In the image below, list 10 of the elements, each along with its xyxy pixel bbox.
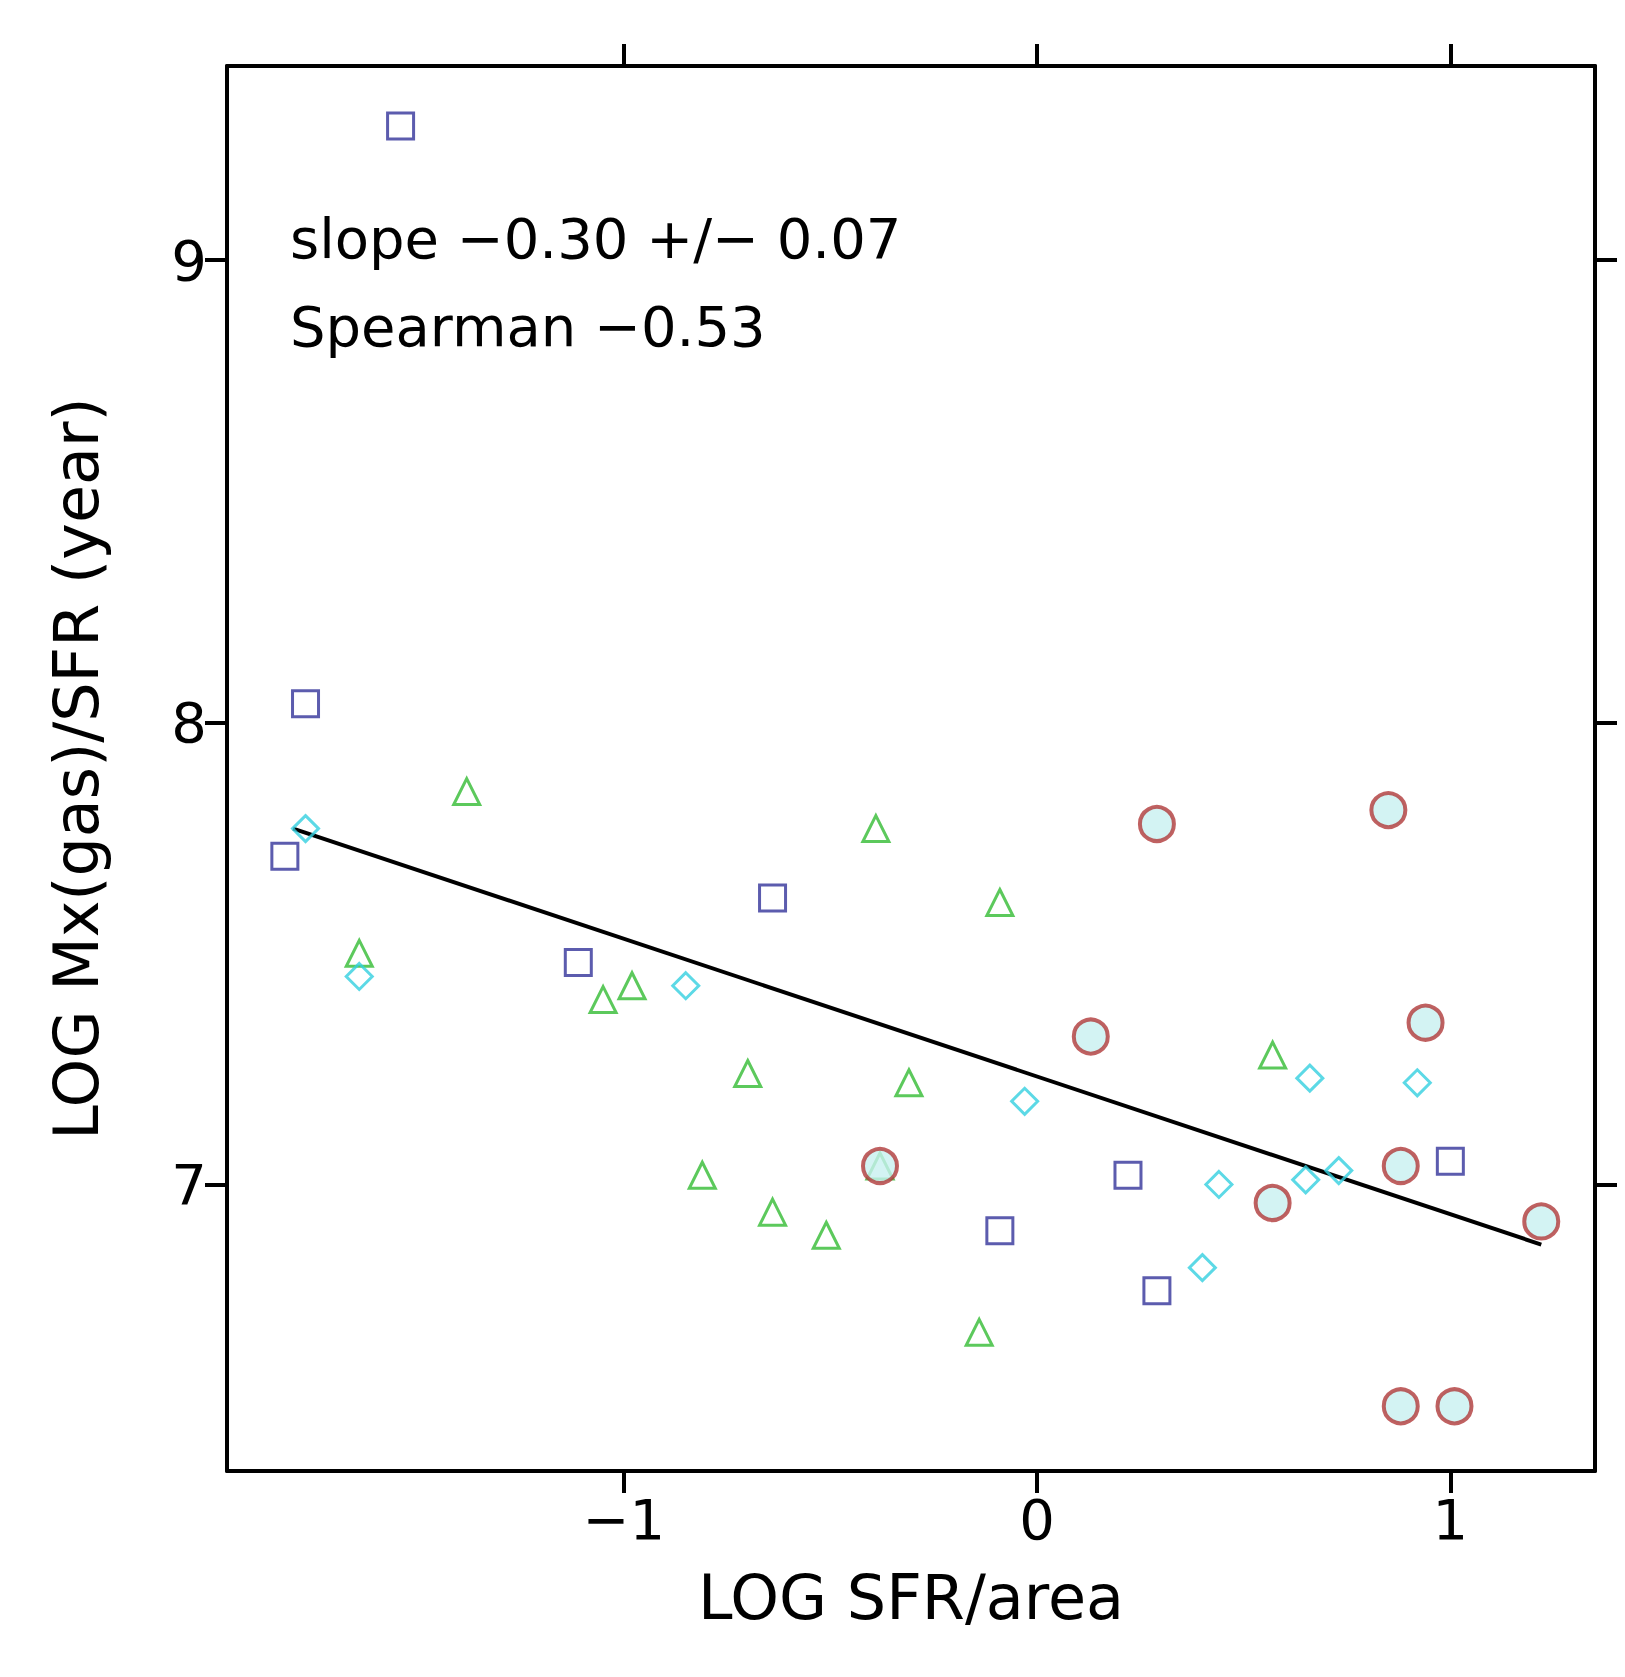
x-tick-label: −1 [582, 1486, 666, 1552]
y-tick-label: 9 [171, 227, 207, 293]
x-tick-label: 0 [1019, 1486, 1055, 1552]
annotation: slope −0.30 +/− 0.07 [290, 205, 902, 271]
y-axis-title: LOG Mx(gas)/SFR (year) [39, 397, 113, 1140]
x-tick-label: 1 [1432, 1486, 1469, 1552]
annotation: Spearman −0.53 [290, 293, 766, 359]
y-tick-label: 7 [171, 1151, 207, 1217]
y-tick-label: 8 [171, 689, 207, 755]
x-axis-title: LOG SFR/area [697, 1560, 1125, 1634]
